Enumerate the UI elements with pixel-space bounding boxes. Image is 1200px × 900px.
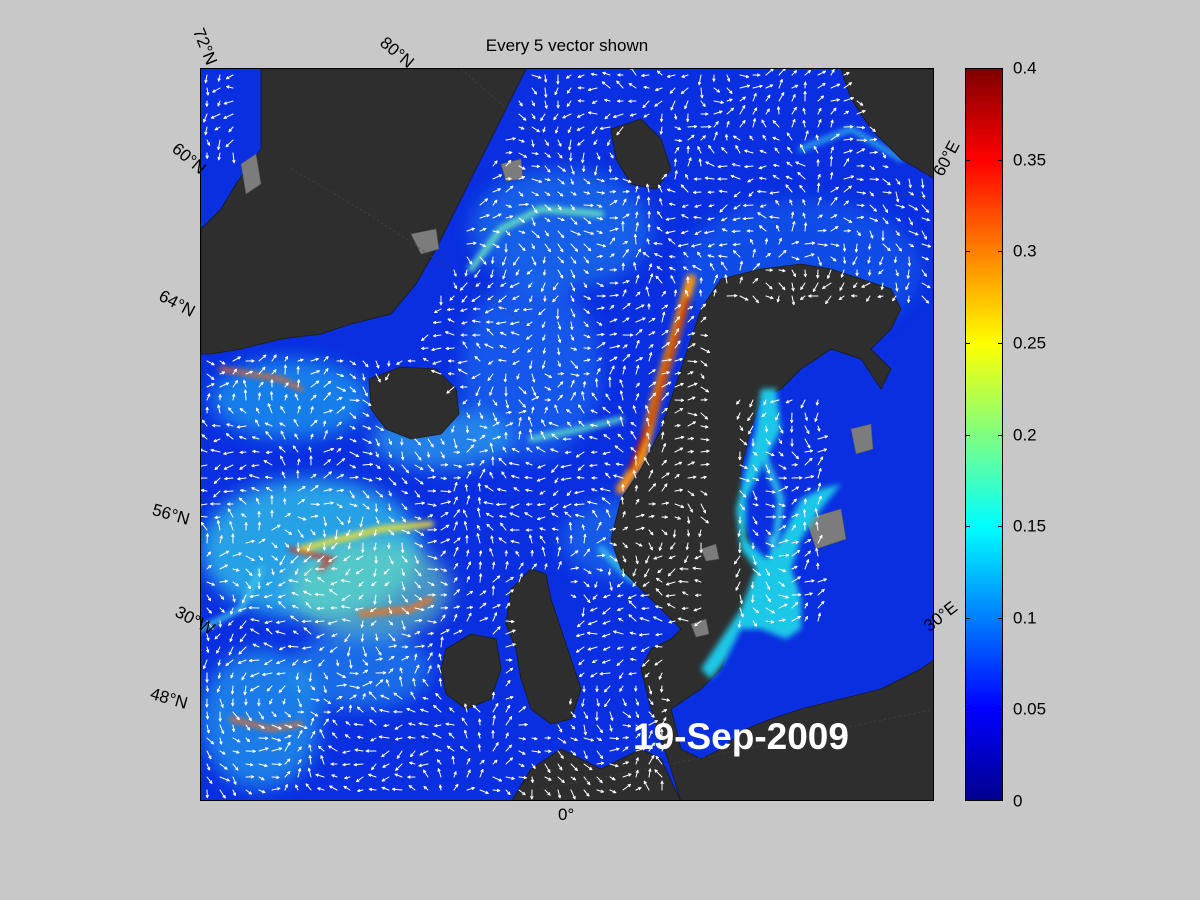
colorbar-tick-mark [998, 526, 1003, 528]
colorbar-tick-mark [965, 526, 970, 528]
land [201, 69, 933, 800]
colorbar-tick-mark [998, 159, 1003, 161]
lon-label-60e: 60°E [929, 137, 964, 180]
date-stamp: 19-Sep-2009 [633, 716, 849, 757]
lat-label-48n: 48°N [148, 684, 190, 713]
colorbar-tick-mark [965, 159, 970, 161]
colorbar-tick-label: 0.15 [1013, 516, 1047, 536]
colorbar-tick-mark [965, 434, 970, 436]
colorbar-tick-label: 0.3 [1013, 241, 1037, 261]
colorbar-tick-mark [965, 617, 970, 619]
lon-label-0: 0° [558, 805, 575, 824]
ireland [440, 633, 502, 710]
colorbar-tick-label: 0.05 [1013, 699, 1047, 719]
graticule [290, 69, 933, 790]
colorbar-tick-label: 0.2 [1013, 425, 1037, 444]
current-speed-map [200, 68, 934, 801]
colorbar-tick-mark [965, 251, 970, 253]
lat-label-72n: 72°N [189, 25, 221, 68]
colorbar-tick-label: 0 [1013, 791, 1023, 811]
lat-label-64n: 64°N [155, 286, 199, 321]
colorbar-tick-mark [998, 251, 1003, 253]
colorbar-tick-mark [965, 709, 970, 711]
iceland [368, 366, 460, 440]
baltic-sea [701, 389, 841, 679]
colorbar-tick-label: 0.25 [1013, 333, 1047, 353]
lat-label-56n: 56°N [150, 500, 192, 529]
ice-and-lakes [240, 153, 874, 638]
speed-field [201, 169, 921, 789]
greenland [201, 69, 527, 355]
plot-title: Every 5 vector shown [485, 36, 649, 55]
colorbar-tick-label: 0.4 [1013, 58, 1037, 78]
colorbar-tick-mark [965, 342, 970, 344]
velocity-vectors [201, 69, 931, 800]
colorbar-tick-label: 0.1 [1013, 608, 1037, 628]
colorbar-tick-mark [998, 342, 1003, 344]
colorbar-tick-mark [998, 617, 1003, 619]
great-britain [505, 568, 582, 725]
colorbar-tick-label: 0.35 [1013, 150, 1047, 170]
colorbar-tick-mark [998, 709, 1003, 711]
colorbar-tick-mark [998, 434, 1003, 436]
svalbard [610, 118, 672, 190]
